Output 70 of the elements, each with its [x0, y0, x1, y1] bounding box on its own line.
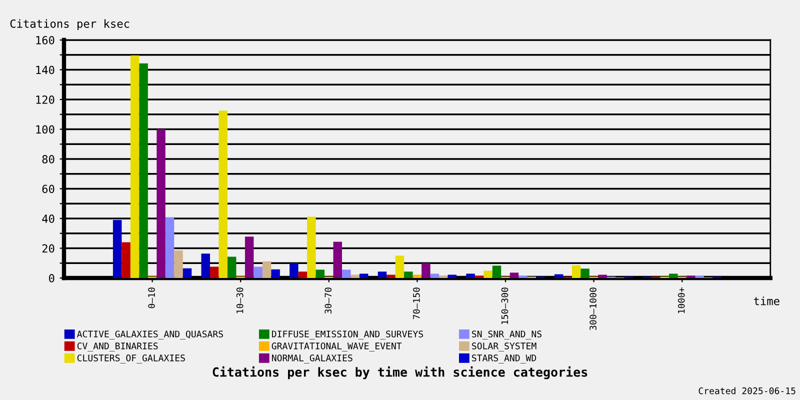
bar: [386, 274, 396, 278]
y-axis-title: Citations per ksec: [10, 19, 130, 30]
y-tick-label: 120: [36, 96, 54, 104]
bar: [210, 266, 219, 278]
bar: [218, 110, 228, 278]
y-tick-label: 160: [36, 36, 54, 44]
bar: [122, 242, 130, 278]
y-tick-label: 60: [42, 184, 54, 194]
legend-label: NORMAL_GALAXIES: [272, 354, 352, 364]
bar: [290, 263, 298, 278]
x-tick-label: 1000+: [678, 287, 685, 314]
bar: [201, 254, 210, 278]
bar: [182, 268, 192, 278]
bar: [271, 269, 280, 278]
bar: [378, 272, 387, 278]
legend-label: CLUSTERS_OF_GALAXIES: [77, 354, 185, 364]
x-tick-label: 0–10: [148, 288, 155, 308]
bar: [580, 268, 590, 278]
bar: [430, 274, 440, 278]
text: Citations per ksec by time with science categories: [212, 366, 588, 380]
legend-label: SOLAR_SYSTEM: [472, 342, 536, 352]
y-tick-label: 80: [42, 155, 54, 164]
bar: [262, 261, 272, 278]
bar: [422, 263, 430, 278]
bar: [227, 256, 236, 278]
bar: [484, 270, 492, 278]
bar: [307, 216, 316, 278]
bar: [510, 272, 519, 278]
bar: [404, 272, 413, 278]
bar: [342, 270, 351, 278]
x-tick-label: 300–1000: [590, 288, 596, 330]
bar: [112, 220, 122, 278]
bar: [350, 274, 360, 278]
bar: [298, 272, 308, 278]
x-tick-label: 150–300: [501, 288, 508, 324]
y-tick-label: 140: [36, 66, 54, 74]
bar: [412, 274, 422, 278]
text: Created 2025-06-15: [698, 387, 796, 394]
legend-label: ACTIVE_GALAXIES_AND_QUASARS: [76, 330, 223, 340]
bar: [165, 217, 174, 278]
x-tick-label: 10–30: [236, 288, 244, 314]
bar: [448, 274, 457, 278]
bar: [156, 129, 166, 278]
y-tick-label: 40: [42, 214, 54, 223]
bar: [244, 236, 254, 278]
legend-label: CV_AND_BINARIES: [77, 342, 158, 352]
y-tick-label: 100: [36, 125, 54, 134]
y-tick-label: 20: [42, 244, 54, 253]
bar: [130, 55, 140, 278]
x-axis-title: time: [754, 296, 780, 306]
bar: [598, 274, 607, 278]
bar: [254, 266, 262, 278]
bar: [466, 274, 475, 278]
x-tick-label: 70–150: [413, 288, 420, 320]
bar: [395, 256, 404, 278]
legend-label: STARS_AND_WD: [472, 354, 536, 364]
legend-label: GRAVITATIONAL_WAVE_EVENT: [272, 342, 402, 352]
bar: [139, 63, 148, 278]
bar: [492, 266, 502, 278]
bar: [572, 265, 581, 278]
bar: [668, 274, 678, 278]
x-tick-label: 30–70: [324, 288, 332, 314]
bar: [333, 242, 342, 278]
legend-label: DIFFUSE_EMISSION_AND_SURVEYS: [272, 330, 423, 340]
bar: [554, 274, 564, 278]
legend-label: SN_SNR_AND_NS: [472, 330, 542, 340]
y-tick-label: 0: [49, 274, 54, 282]
bar: [359, 274, 368, 278]
bar: [316, 270, 325, 278]
bar: [174, 250, 183, 278]
